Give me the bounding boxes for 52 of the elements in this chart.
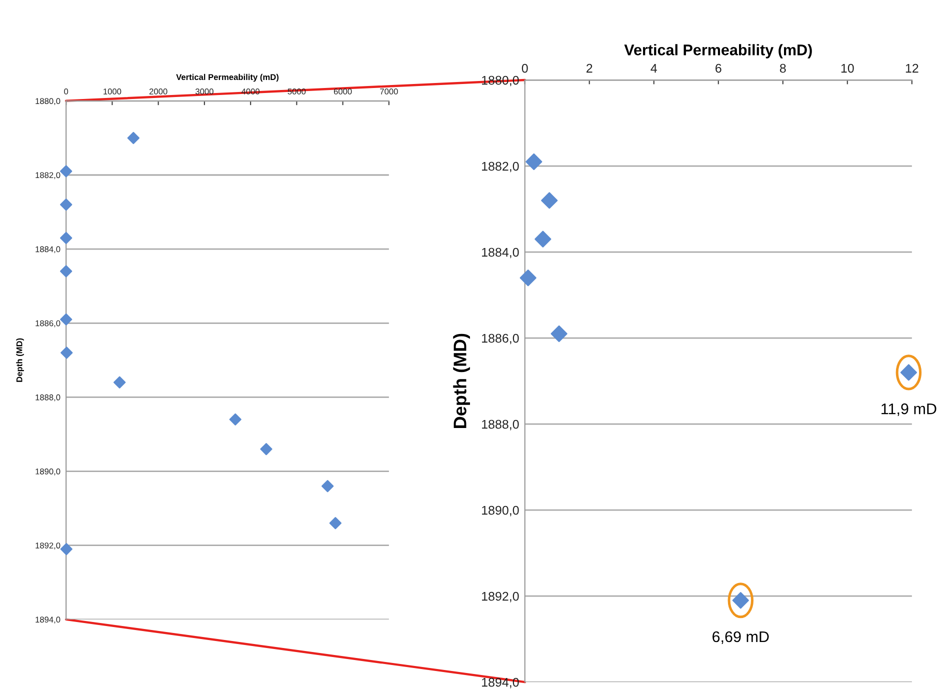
y-tick-label: 1894,0 — [36, 616, 60, 624]
annotation: 11,9 mD — [882, 403, 936, 416]
point — [114, 376, 126, 388]
point — [229, 413, 242, 426]
x-axis-title: Vertical Permeability (mD) — [176, 74, 278, 82]
annotation: 6,69 mD — [712, 631, 769, 644]
y-tick-label: 1886,0 — [482, 334, 519, 344]
point — [260, 442, 272, 456]
point — [60, 165, 72, 178]
point — [60, 313, 72, 326]
point — [550, 325, 568, 342]
y-tick-label: 1890,0 — [36, 468, 60, 476]
x-tick-label: 0 — [522, 64, 528, 73]
y-tick-label: 1884,0 — [36, 246, 60, 254]
point — [534, 230, 552, 248]
y-tick-label: 1882,0 — [482, 162, 519, 172]
point — [60, 346, 73, 359]
x-tick-label: 12 — [906, 64, 918, 73]
point — [526, 153, 542, 170]
y-tick-label: 1882,0 — [36, 172, 60, 180]
x-tick-label: 10 — [841, 64, 854, 73]
x-tick-label: 4 — [650, 64, 657, 73]
x-tick-label: 2000 — [149, 88, 168, 94]
x-tick-label: 8 — [780, 64, 786, 73]
y-tick-label: 1888,0 — [36, 394, 60, 402]
point — [60, 542, 72, 556]
point — [541, 192, 558, 209]
point — [60, 232, 72, 244]
y-axis-title: Depth (MD) — [453, 334, 470, 428]
x-tick-label: 6 — [716, 64, 722, 73]
x-axis-title: Vertical Permeability (mD) — [624, 44, 812, 58]
x-tick-label: 7000 — [380, 88, 398, 94]
y-tick-label: 1892,0 — [36, 542, 60, 550]
x-tick-label: 6000 — [334, 88, 352, 94]
x-tick-label: 1000 — [104, 88, 122, 94]
y-axis-title: Depth (MD) — [16, 338, 24, 382]
point — [60, 198, 72, 211]
point — [127, 132, 140, 144]
point — [520, 270, 536, 286]
point — [329, 517, 342, 530]
x-tick-label: 3000 — [195, 88, 214, 94]
y-tick-label: 1888,0 — [482, 420, 519, 430]
point — [322, 480, 334, 492]
point — [60, 265, 72, 278]
y-tick-label: 1886,0 — [36, 320, 60, 328]
y-tick-label: 1884,0 — [482, 248, 519, 258]
y-tick-label: 1894,0 — [482, 678, 519, 688]
y-tick-label: 1890,0 — [482, 506, 519, 516]
y-tick-label: 1892,0 — [482, 592, 519, 602]
x-tick-label: 0 — [64, 88, 68, 94]
x-tick-label: 2 — [586, 64, 592, 73]
y-tick-label: 1880,0 — [36, 98, 60, 106]
